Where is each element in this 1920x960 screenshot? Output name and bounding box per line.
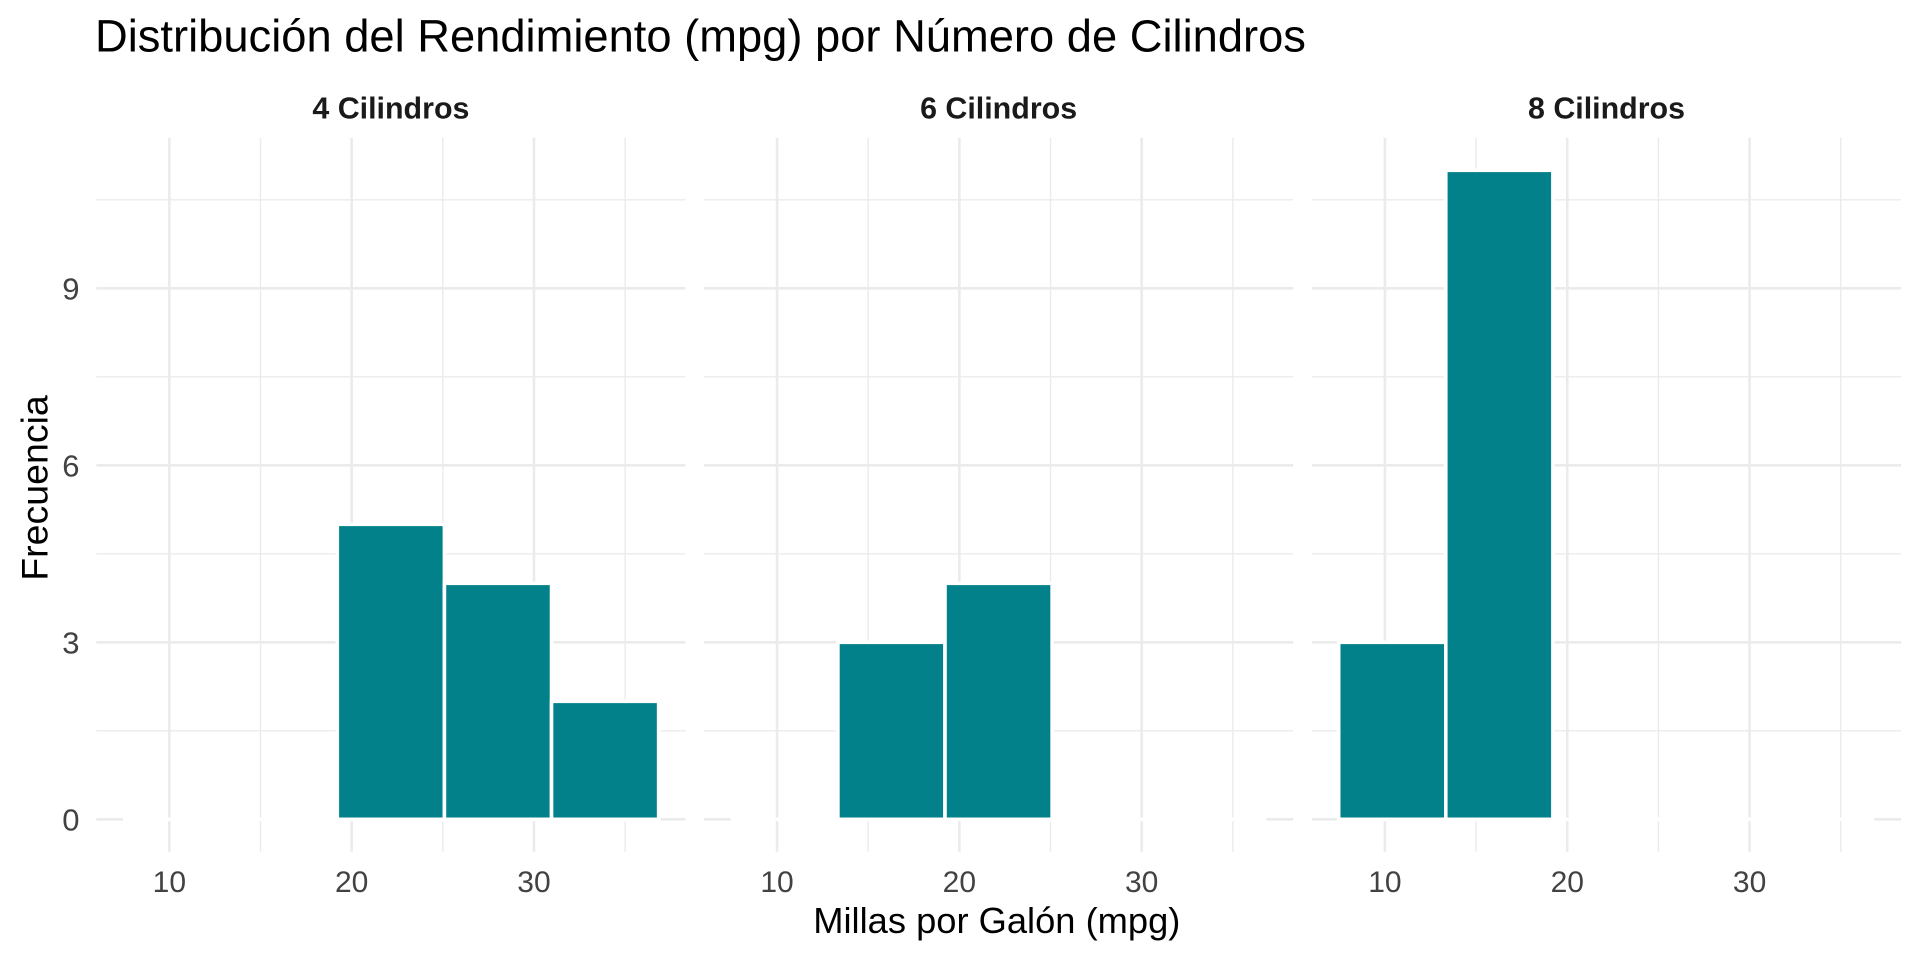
svg-text:3: 3: [62, 625, 79, 660]
svg-text:0: 0: [62, 802, 79, 837]
svg-text:10: 10: [153, 866, 186, 899]
svg-text:6 Cilindros: 6 Cilindros: [920, 92, 1077, 126]
svg-text:9: 9: [62, 271, 79, 306]
svg-text:4 Cilindros: 4 Cilindros: [312, 92, 469, 126]
svg-text:20: 20: [1551, 866, 1584, 899]
svg-text:30: 30: [1125, 866, 1158, 899]
svg-text:10: 10: [760, 866, 793, 899]
svg-text:Distribución del Rendimiento (: Distribución del Rendimiento (mpg) por N…: [95, 11, 1306, 62]
svg-text:20: 20: [943, 866, 976, 899]
svg-text:Millas por Galón (mpg): Millas por Galón (mpg): [813, 900, 1180, 941]
svg-text:10: 10: [1368, 866, 1401, 899]
svg-text:30: 30: [517, 866, 550, 899]
svg-text:30: 30: [1733, 866, 1766, 899]
svg-text:8 Cilindros: 8 Cilindros: [1528, 92, 1685, 126]
svg-text:6: 6: [62, 448, 79, 483]
svg-text:20: 20: [335, 866, 368, 899]
svg-text:Frecuencia: Frecuencia: [14, 395, 56, 581]
